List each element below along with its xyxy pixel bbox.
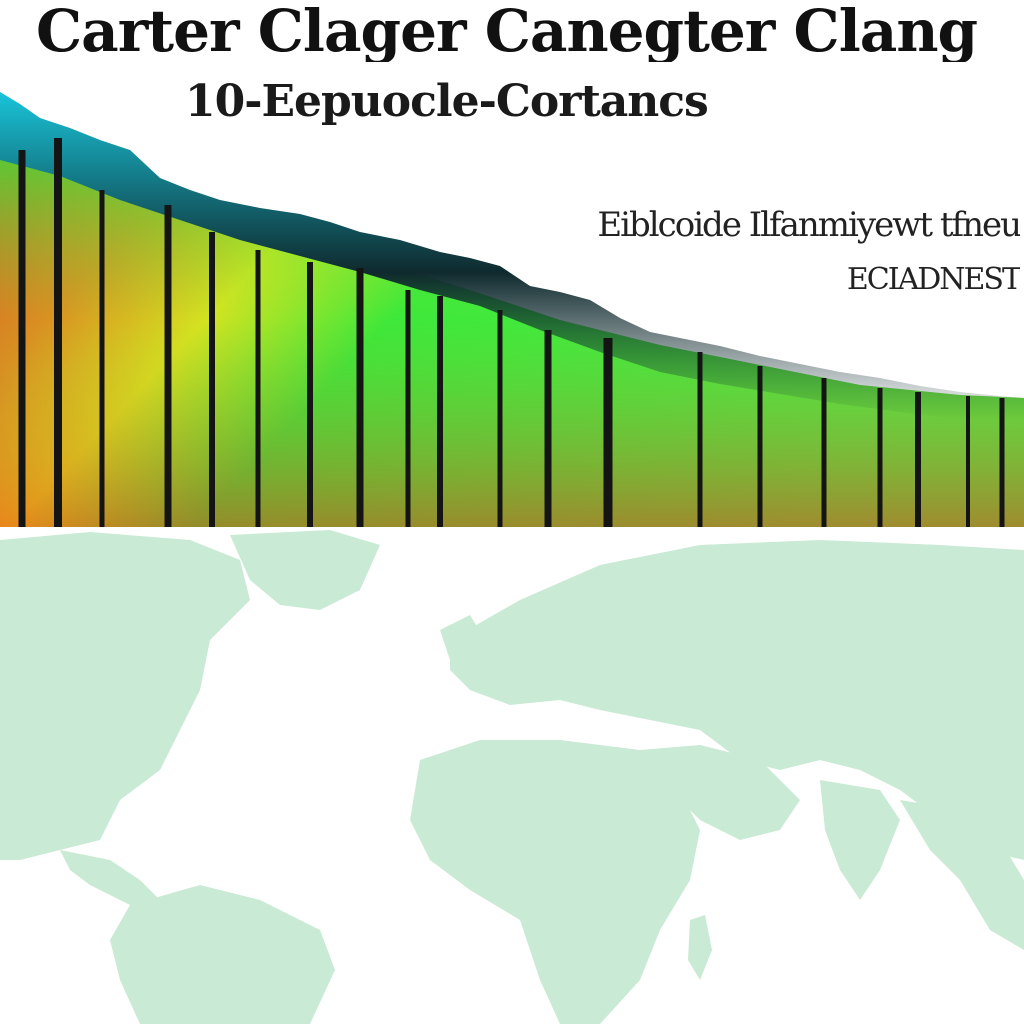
heat-band <box>0 92 1024 527</box>
bar-lines <box>18 138 1005 527</box>
central-america <box>60 850 160 915</box>
southeast-asia <box>900 800 1024 950</box>
north-america <box>0 532 250 860</box>
side-caption: Eiblcoide Ilfanmiyewt tfneu <box>597 205 1020 245</box>
middle-east <box>640 745 800 840</box>
side-label: ECIADNEST <box>846 262 1020 297</box>
page-title: Carter Clager Canegter Clang <box>36 0 978 62</box>
madagascar <box>688 915 712 980</box>
greenland <box>230 530 380 610</box>
page-subtitle: 10-Eepuocle-Cortancs <box>185 76 709 127</box>
south-america <box>110 885 335 1024</box>
europe-asia <box>450 540 1024 860</box>
india <box>820 780 900 900</box>
uk-scandinavia <box>440 615 485 660</box>
africa <box>410 740 700 1024</box>
ridge-line <box>0 92 1024 420</box>
world-map <box>0 527 1024 1024</box>
